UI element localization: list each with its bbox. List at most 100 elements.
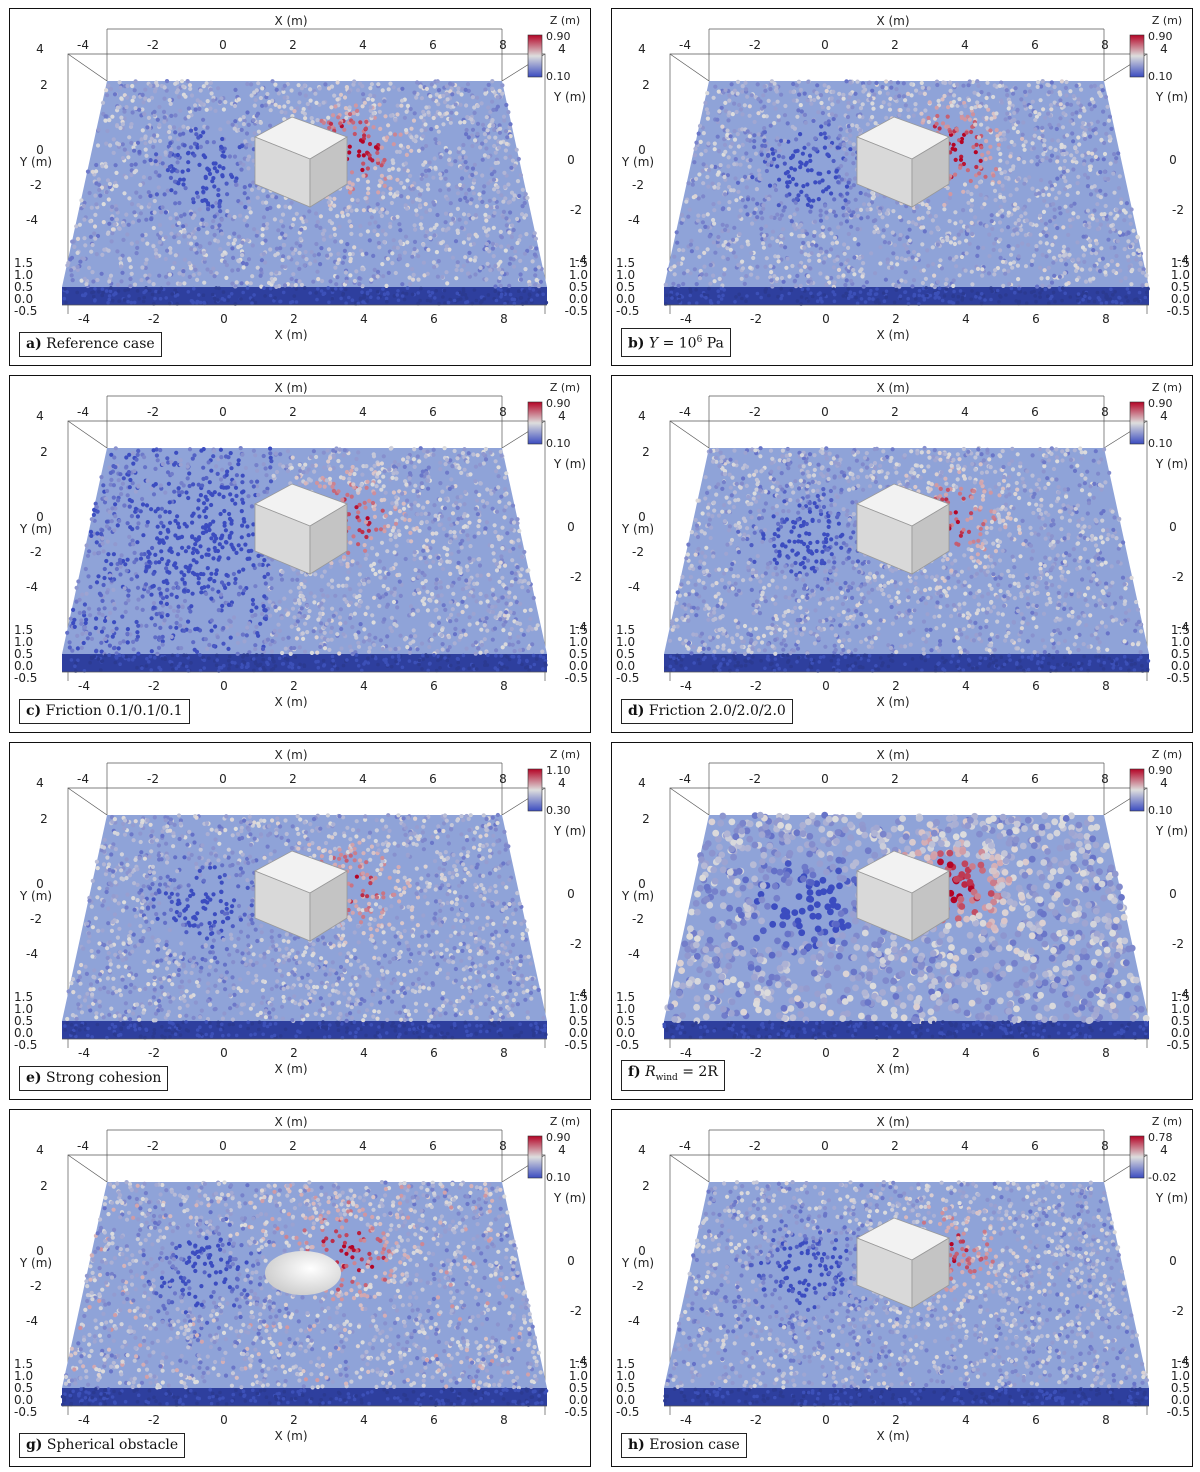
z-tick-right-2: 0.5 xyxy=(1171,1381,1190,1395)
z-tick-left-2: 0.5 xyxy=(616,280,635,294)
z-tick-left-1: 1.0 xyxy=(616,635,635,649)
y-tick-right-1: 0 xyxy=(567,887,575,901)
x-tick-bottom-1: -2 xyxy=(750,1413,762,1427)
y-tick-right-2: -2 xyxy=(1172,203,1184,217)
y-tick-top-right: 4 xyxy=(1160,42,1168,56)
colorbar-max: 0.90 xyxy=(1148,397,1173,410)
cube-obstacle xyxy=(254,483,348,575)
x-tick-bottom-5: 6 xyxy=(430,679,438,693)
z-tick-left-3: 0.0 xyxy=(616,1026,635,1040)
colorbar-min: 0.10 xyxy=(1148,437,1173,450)
panel-f-caption: f) Rwind = 2R xyxy=(621,1060,725,1091)
z-tick-left-0: 1.5 xyxy=(14,623,33,637)
z-tick-left-4: -0.5 xyxy=(616,671,639,685)
panel-d-letter: d) xyxy=(628,703,645,719)
x-tick-top-1: -2 xyxy=(749,1139,761,1153)
panel-g-letter: g) xyxy=(26,1437,43,1453)
panel-c-plot: -4 -2 0 2 4 6 8 X (m) -4 -2 0 2 4 6 8 X (m) 4 Y (m) 2 0 -2 -4… xyxy=(14,381,588,709)
x-tick-bottom-4: 4 xyxy=(962,312,970,326)
colorbar-max: 0.90 xyxy=(546,1131,571,1144)
x-tick-bottom-1: -2 xyxy=(148,312,160,326)
y-tick-left-2: -2 xyxy=(632,178,644,192)
y-tick-right-3: -4 xyxy=(575,1354,587,1368)
z-tick-left-0: 1.5 xyxy=(14,1357,33,1371)
y-axis-label-right: Y (m) xyxy=(1155,1191,1188,1205)
y-tick-right-3: -4 xyxy=(575,620,587,634)
y-axis-label-right: Y (m) xyxy=(553,1191,586,1205)
x-tick-top-0: -4 xyxy=(679,772,691,786)
z-tick-left-3: 0.0 xyxy=(616,1393,635,1407)
panel-h-caption: h) Erosion case xyxy=(621,1433,747,1458)
y-tick-left-3: -4 xyxy=(628,947,640,961)
y-tick-left-2: -2 xyxy=(632,545,644,559)
x-tick-bottom-2: 0 xyxy=(220,679,228,693)
panel-e-caption-text: Strong cohesion xyxy=(45,1070,162,1086)
x-tick-top-5: 6 xyxy=(1031,772,1039,786)
y-axis-label-left: Y (m) xyxy=(621,155,654,169)
x-tick-bottom-2: 0 xyxy=(822,1046,830,1060)
x-tick-top-6: 8 xyxy=(1101,1139,1109,1153)
x-tick-bottom-3: 2 xyxy=(892,1046,900,1060)
z-tick-left-1: 1.0 xyxy=(616,1002,635,1016)
y-tick-top-left: 4 xyxy=(638,1143,646,1157)
z-tick-left-1: 1.0 xyxy=(14,1002,33,1016)
z-tick-left-3: 0.0 xyxy=(14,1026,33,1040)
colorbar-min: 0.10 xyxy=(546,1171,571,1184)
x-tick-top-6: 8 xyxy=(1101,38,1109,52)
x-tick-top-2: 0 xyxy=(219,1139,227,1153)
bed-side-slab xyxy=(664,287,1149,305)
bed-side-slab xyxy=(62,654,547,672)
x-tick-bottom-0: -4 xyxy=(78,1046,90,1060)
panel-c-caption-text: Friction 0.1/0.1/0.1 xyxy=(45,703,183,719)
x-tick-bottom-0: -4 xyxy=(78,312,90,326)
x-tick-bottom-4: 4 xyxy=(360,1046,368,1060)
y-tick-left-2: -2 xyxy=(30,912,42,926)
x-axis-label-top: X (m) xyxy=(274,1115,307,1129)
x-tick-top-6: 8 xyxy=(1101,772,1109,786)
colorbar-max: 0.90 xyxy=(1148,30,1173,43)
z-tick-left-2: 0.5 xyxy=(14,1014,33,1028)
panel-d-plot: -4 -2 0 2 4 6 8 X (m) -4 -2 0 2 4 6 8 X (m) 4 Y (m) 2 0 -2 -4… xyxy=(616,381,1190,709)
x-tick-top-2: 0 xyxy=(219,405,227,419)
colorbar: Z (m) 1.10 0.30 xyxy=(527,748,580,817)
particles xyxy=(60,1180,549,1407)
panel-c: -4 -2 0 2 4 6 8 X (m) -4 -2 0 2 4 6 8 X (m) 4 Y (m) 2 0 -2 -4… xyxy=(9,375,591,733)
x-tick-bottom-5: 6 xyxy=(430,1046,438,1060)
x-tick-top-2: 0 xyxy=(821,38,829,52)
x-tick-top-6: 8 xyxy=(499,772,507,786)
z-tick-right-3: 0.0 xyxy=(569,1393,588,1407)
x-tick-top-4: 4 xyxy=(359,1139,367,1153)
panel-b-caption-mid: = 10 xyxy=(658,336,697,352)
y-tick-top-right: 4 xyxy=(1160,776,1168,790)
z-tick-right-0: 1.5 xyxy=(569,256,588,270)
bed-side-slab xyxy=(62,1388,547,1406)
particles xyxy=(63,812,548,1040)
x-tick-top-0: -4 xyxy=(679,1139,691,1153)
panel-a-caption: a) Reference case xyxy=(19,332,162,357)
y-tick-left-0: 2 xyxy=(642,78,650,92)
y-axis-label-left: Y (m) xyxy=(19,155,52,169)
z-tick-left-4: -0.5 xyxy=(14,1405,37,1419)
x-tick-bottom-4: 4 xyxy=(360,679,368,693)
cube-obstacle xyxy=(254,850,348,942)
y-tick-right-3: -4 xyxy=(1177,987,1189,1001)
particles xyxy=(664,445,1151,673)
z-tick-right-2: 0.5 xyxy=(1171,280,1190,294)
colorbar-min: 0.30 xyxy=(546,804,571,817)
z-tick-right-1: 1.0 xyxy=(1171,635,1190,649)
x-tick-top-4: 4 xyxy=(359,772,367,786)
x-tick-bottom-2: 0 xyxy=(220,1046,228,1060)
z-tick-left-1: 1.0 xyxy=(616,268,635,282)
colorbar-title: Z (m) xyxy=(1152,1115,1182,1128)
x-axis-label-top: X (m) xyxy=(274,14,307,28)
y-tick-top-left: 4 xyxy=(36,776,44,790)
x-tick-bottom-6: 8 xyxy=(1102,312,1110,326)
y-tick-right-3: -4 xyxy=(1177,620,1189,634)
x-tick-bottom-2: 0 xyxy=(220,312,228,326)
x-tick-top-5: 6 xyxy=(1031,405,1039,419)
colorbar-max: 1.10 xyxy=(546,764,571,777)
bed-side-slab xyxy=(62,1021,547,1039)
x-tick-bottom-2: 0 xyxy=(220,1413,228,1427)
y-tick-left-2: -2 xyxy=(30,545,42,559)
z-tick-left-3: 0.0 xyxy=(14,292,33,306)
